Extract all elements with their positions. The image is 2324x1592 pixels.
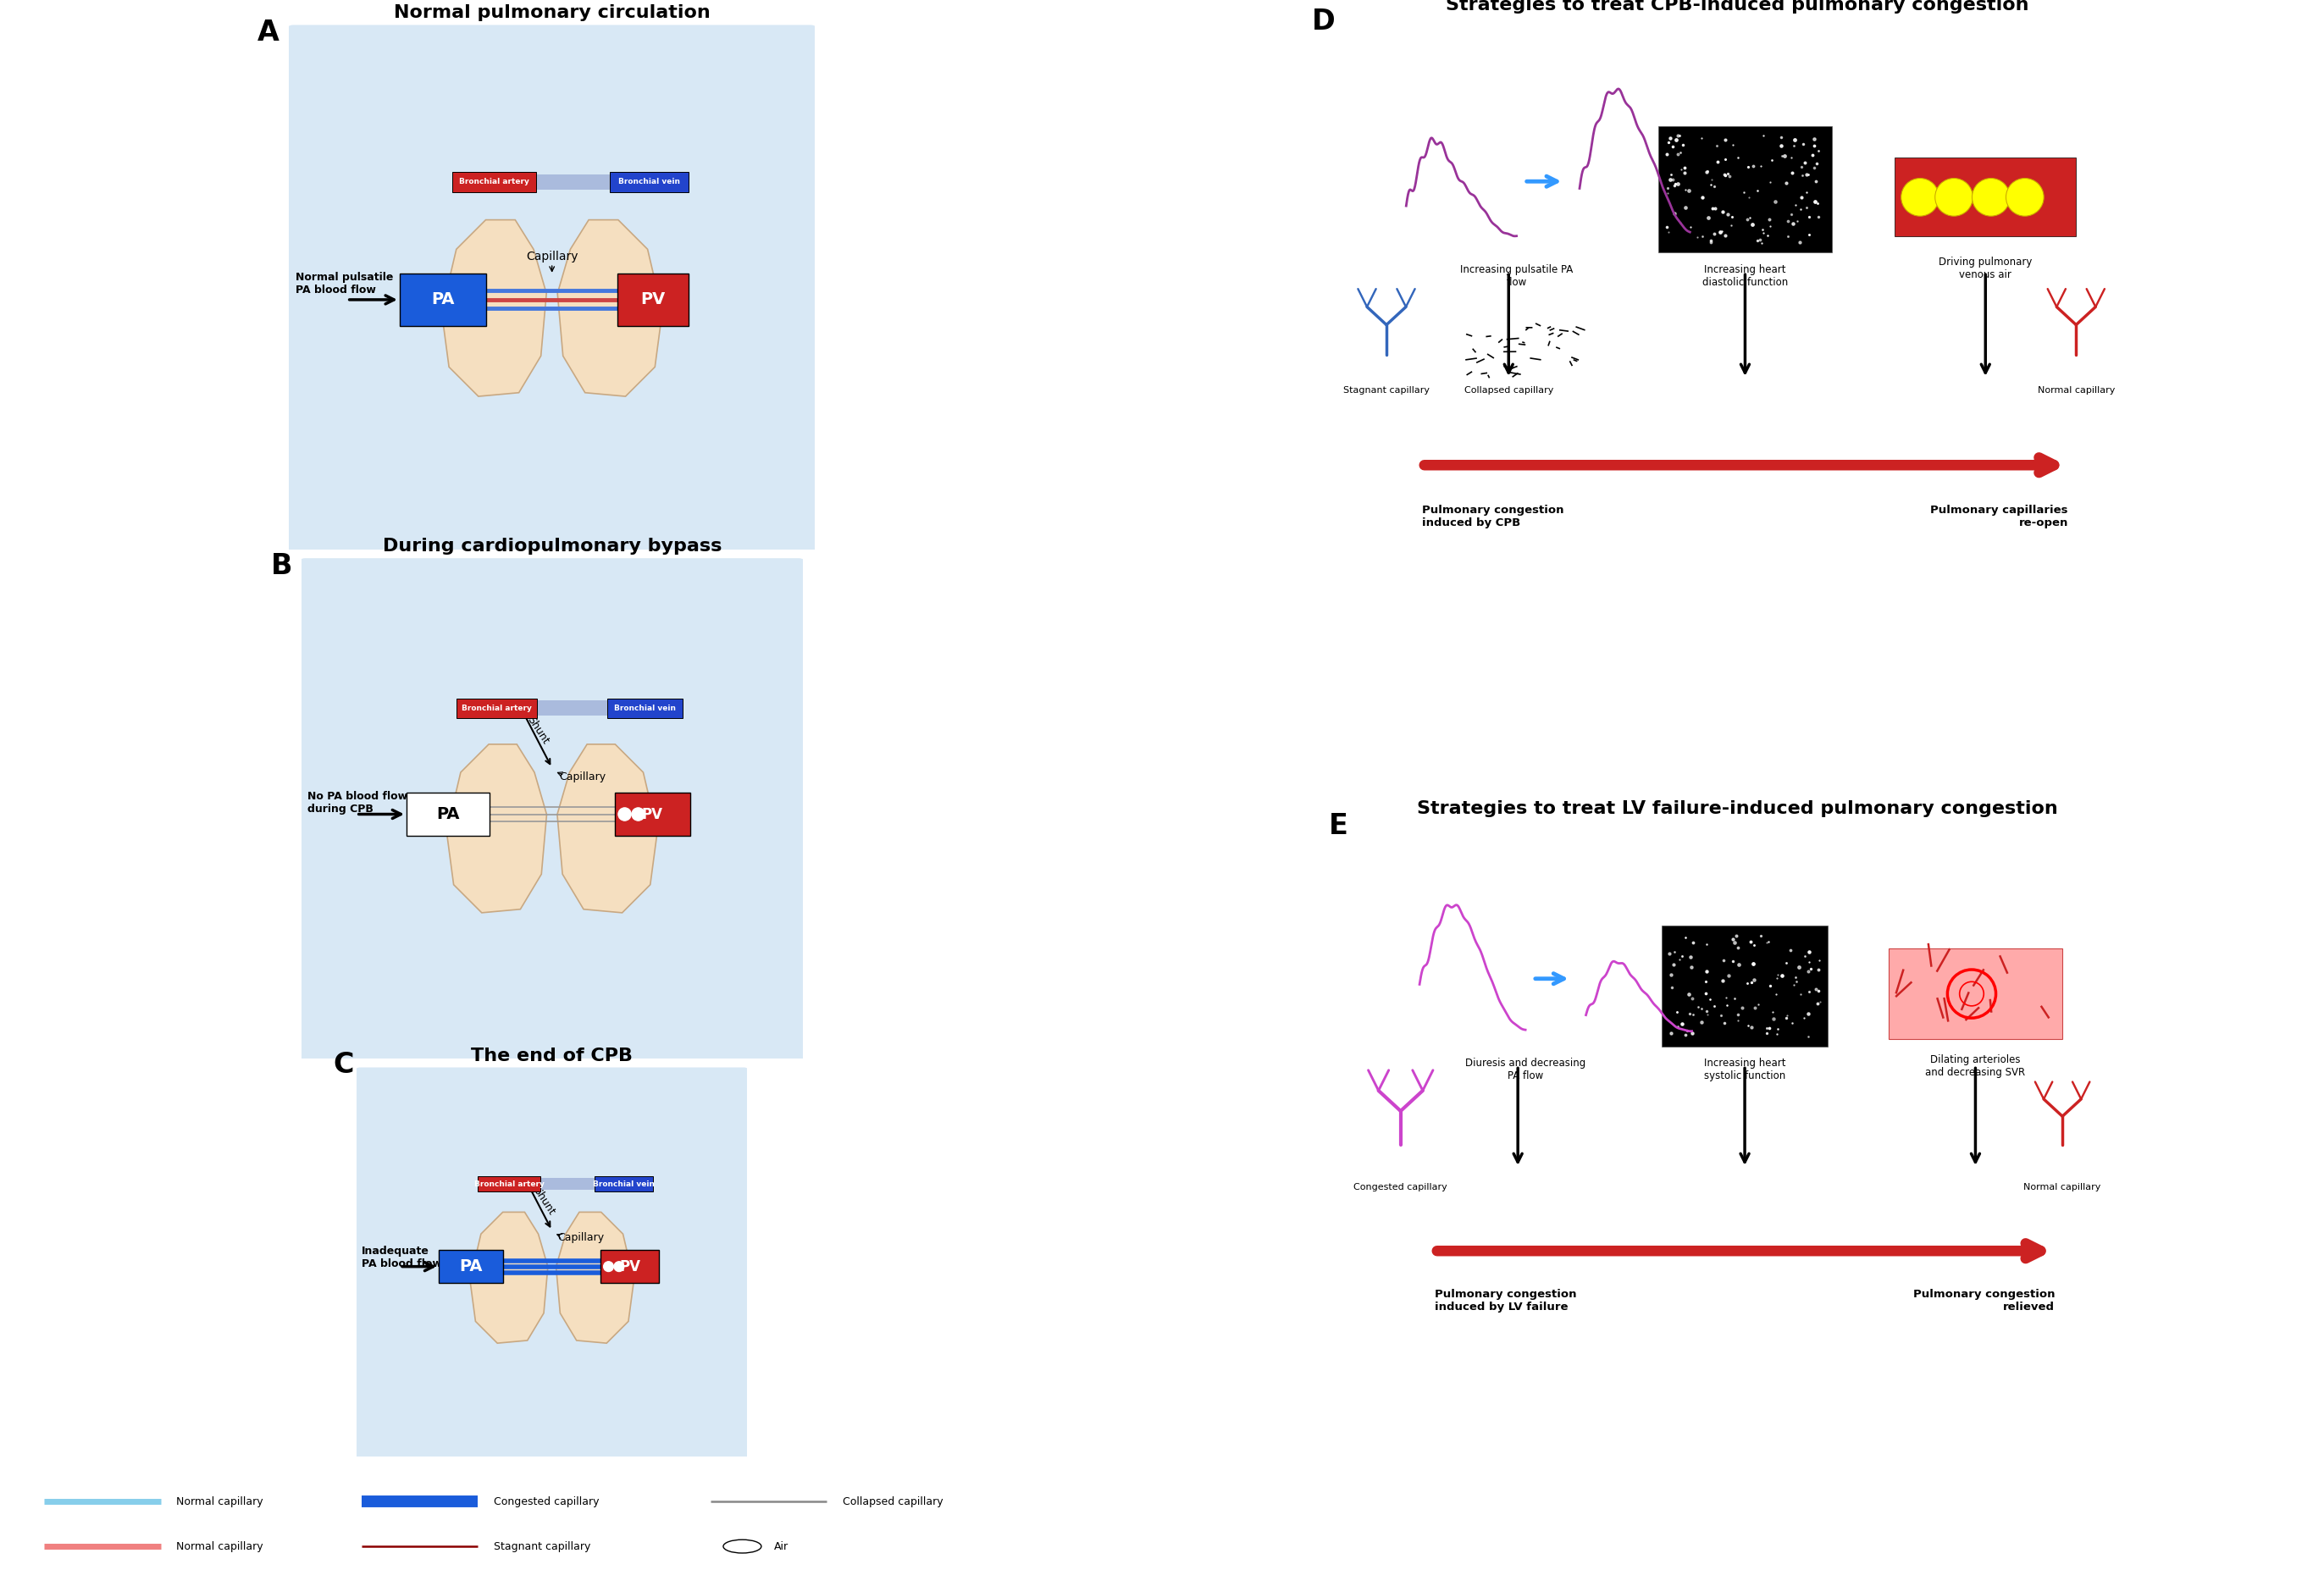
Bar bbox=[453, 172, 537, 193]
Text: Congested capillary: Congested capillary bbox=[493, 1496, 600, 1508]
Bar bbox=[595, 1176, 653, 1191]
Text: Bronchial vein: Bronchial vein bbox=[593, 1180, 655, 1188]
Bar bbox=[539, 1178, 595, 1189]
Polygon shape bbox=[558, 743, 658, 912]
Bar bbox=[609, 172, 688, 193]
Bar bbox=[479, 1176, 539, 1191]
Circle shape bbox=[1936, 178, 1973, 217]
Title: Normal pulmonary circulation: Normal pulmonary circulation bbox=[393, 5, 711, 21]
Text: Diuresis and decreasing
PA flow: Diuresis and decreasing PA flow bbox=[1464, 1059, 1585, 1083]
Polygon shape bbox=[469, 1212, 548, 1344]
Bar bbox=[1659, 126, 1831, 252]
Bar bbox=[607, 699, 683, 718]
Circle shape bbox=[604, 1261, 614, 1272]
Text: Dilating arterioles
and decreasing SVR: Dilating arterioles and decreasing SVR bbox=[1924, 1054, 2027, 1078]
Polygon shape bbox=[558, 220, 662, 396]
Text: PV: PV bbox=[641, 291, 665, 307]
Bar bbox=[400, 274, 486, 326]
Circle shape bbox=[723, 1539, 762, 1554]
Text: Congested capillary: Congested capillary bbox=[1353, 1183, 1448, 1191]
Bar bbox=[600, 1250, 660, 1283]
Bar bbox=[439, 1250, 504, 1283]
Text: Pulmonary congestion
relieved: Pulmonary congestion relieved bbox=[1913, 1290, 2054, 1312]
Text: Capillary: Capillary bbox=[560, 772, 607, 782]
Bar bbox=[537, 700, 607, 716]
Circle shape bbox=[1973, 178, 2010, 217]
Text: E: E bbox=[1329, 812, 1348, 841]
Text: C: C bbox=[335, 1051, 353, 1079]
Text: Inadequate
PA blood flow: Inadequate PA blood flow bbox=[363, 1247, 442, 1269]
Text: Bronchial artery: Bronchial artery bbox=[460, 178, 530, 186]
Title: Strategies to treat CPB-induced pulmonary congestion: Strategies to treat CPB-induced pulmonar… bbox=[1446, 0, 2029, 13]
Circle shape bbox=[2006, 178, 2043, 217]
Text: Collapsed capillary: Collapsed capillary bbox=[1464, 387, 1552, 395]
Circle shape bbox=[632, 807, 644, 821]
Text: No PA blood flow
during CPB: No PA blood flow during CPB bbox=[307, 791, 407, 815]
Text: Shunt: Shunt bbox=[530, 1186, 555, 1218]
Polygon shape bbox=[446, 743, 546, 912]
Text: A: A bbox=[258, 19, 279, 46]
Text: Stagnant capillary: Stagnant capillary bbox=[1343, 387, 1429, 395]
Text: Normal capillary: Normal capillary bbox=[177, 1496, 263, 1508]
Text: Pulmonary congestion
induced by LV failure: Pulmonary congestion induced by LV failu… bbox=[1434, 1290, 1576, 1312]
Circle shape bbox=[618, 807, 632, 821]
Text: Capillary: Capillary bbox=[525, 252, 579, 263]
Text: PA: PA bbox=[460, 1259, 483, 1275]
Bar bbox=[618, 274, 688, 326]
Text: Normal capillary: Normal capillary bbox=[177, 1541, 263, 1552]
Text: Driving pulmonary
venous air: Driving pulmonary venous air bbox=[1938, 256, 2031, 280]
Bar bbox=[614, 793, 690, 836]
Text: Increasing heart
systolic function: Increasing heart systolic function bbox=[1703, 1059, 1785, 1083]
Circle shape bbox=[614, 1261, 625, 1272]
Text: Stagnant capillary: Stagnant capillary bbox=[493, 1541, 590, 1552]
Text: PV: PV bbox=[641, 807, 662, 821]
Text: Bronchial vein: Bronchial vein bbox=[614, 704, 676, 712]
Title: The end of CPB: The end of CPB bbox=[472, 1048, 632, 1063]
Title: Strategies to treat LV failure-induced pulmonary congestion: Strategies to treat LV failure-induced p… bbox=[1418, 801, 2057, 817]
Text: Pulmonary capillaries
re-open: Pulmonary capillaries re-open bbox=[1931, 505, 2068, 529]
Text: Increasing heart
diastolic function: Increasing heart diastolic function bbox=[1701, 264, 1787, 288]
Text: Bronchial artery: Bronchial artery bbox=[462, 704, 532, 712]
Text: Normal capillary: Normal capillary bbox=[2038, 387, 2115, 395]
Polygon shape bbox=[555, 1212, 634, 1344]
Text: Increasing pulsatile PA
flow: Increasing pulsatile PA flow bbox=[1459, 264, 1573, 288]
Text: D: D bbox=[1311, 8, 1334, 37]
FancyBboxPatch shape bbox=[297, 559, 806, 1062]
Text: Bronchial artery: Bronchial artery bbox=[474, 1180, 544, 1188]
Circle shape bbox=[1901, 178, 1938, 217]
Text: Capillary: Capillary bbox=[558, 1232, 604, 1243]
Title: During cardiopulmonary bypass: During cardiopulmonary bypass bbox=[383, 538, 720, 554]
Text: PA: PA bbox=[432, 291, 456, 307]
Bar bbox=[1662, 925, 1829, 1048]
Text: PV: PV bbox=[621, 1259, 641, 1274]
Text: B: B bbox=[272, 552, 293, 579]
FancyBboxPatch shape bbox=[286, 25, 818, 552]
Bar bbox=[1894, 158, 2075, 237]
Text: Shunt: Shunt bbox=[525, 715, 551, 747]
Text: PA: PA bbox=[437, 806, 460, 821]
Bar bbox=[456, 699, 537, 718]
Text: Normal capillary: Normal capillary bbox=[2024, 1183, 2101, 1191]
Bar bbox=[407, 793, 490, 836]
Text: Collapsed capillary: Collapsed capillary bbox=[844, 1496, 944, 1508]
Text: Normal pulsatile
PA blood flow: Normal pulsatile PA blood flow bbox=[295, 272, 393, 296]
Text: Bronchial vein: Bronchial vein bbox=[618, 178, 681, 186]
FancyBboxPatch shape bbox=[353, 1067, 751, 1460]
Bar bbox=[1889, 949, 2061, 1040]
Text: Air: Air bbox=[774, 1541, 788, 1552]
Polygon shape bbox=[442, 220, 546, 396]
Bar bbox=[537, 174, 609, 189]
Text: Pulmonary congestion
induced by CPB: Pulmonary congestion induced by CPB bbox=[1422, 505, 1564, 529]
